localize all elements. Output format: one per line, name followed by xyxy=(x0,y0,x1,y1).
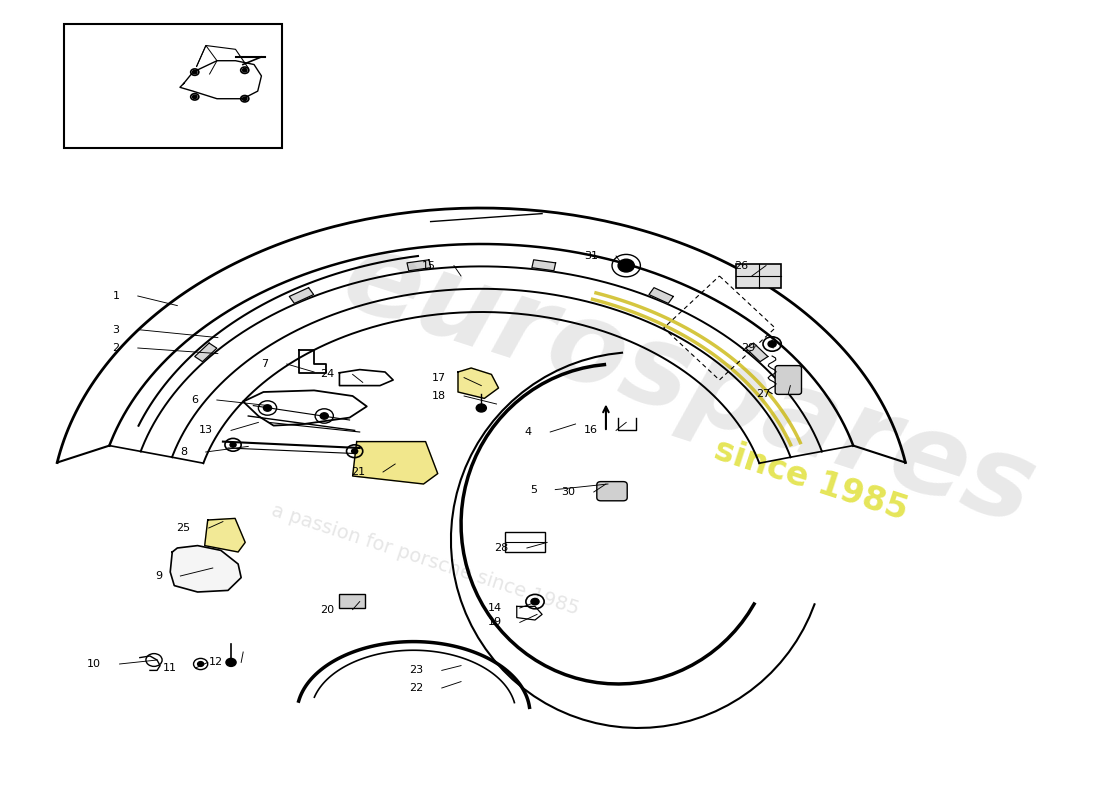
Circle shape xyxy=(242,97,248,101)
Text: 26: 26 xyxy=(734,261,748,270)
Text: 16: 16 xyxy=(584,426,597,435)
Text: 10: 10 xyxy=(87,659,101,669)
Text: 20: 20 xyxy=(320,605,334,614)
Bar xyxy=(505,532,546,552)
Circle shape xyxy=(352,449,358,454)
Text: 1: 1 xyxy=(112,291,120,301)
Text: 13: 13 xyxy=(199,426,212,435)
Text: 7: 7 xyxy=(262,359,268,369)
Circle shape xyxy=(476,404,486,412)
FancyBboxPatch shape xyxy=(776,366,802,394)
Text: 8: 8 xyxy=(180,447,187,457)
Polygon shape xyxy=(532,260,556,270)
Text: 30: 30 xyxy=(561,487,575,497)
Polygon shape xyxy=(649,288,673,303)
Text: 6: 6 xyxy=(191,395,199,405)
Circle shape xyxy=(263,405,272,411)
Polygon shape xyxy=(746,343,768,362)
Circle shape xyxy=(192,95,197,98)
Text: 15: 15 xyxy=(421,261,436,270)
Text: 25: 25 xyxy=(176,523,190,533)
Text: 17: 17 xyxy=(431,373,446,382)
Text: since 1985: since 1985 xyxy=(710,433,912,527)
Text: 27: 27 xyxy=(756,389,770,398)
Polygon shape xyxy=(353,442,438,484)
Polygon shape xyxy=(170,546,241,592)
Text: 22: 22 xyxy=(409,683,424,693)
Polygon shape xyxy=(205,518,245,552)
Text: 29: 29 xyxy=(740,343,755,353)
FancyBboxPatch shape xyxy=(736,264,781,288)
Text: 14: 14 xyxy=(487,603,502,613)
Circle shape xyxy=(192,70,197,74)
Circle shape xyxy=(768,341,777,347)
Polygon shape xyxy=(289,288,314,303)
Polygon shape xyxy=(195,343,217,362)
Polygon shape xyxy=(458,368,498,398)
Text: 2: 2 xyxy=(112,343,120,353)
Text: 21: 21 xyxy=(351,467,365,477)
Text: 19: 19 xyxy=(487,618,502,627)
Text: 31: 31 xyxy=(584,251,597,261)
Bar xyxy=(64,24,282,148)
FancyBboxPatch shape xyxy=(597,482,627,501)
Text: 3: 3 xyxy=(112,325,120,334)
Circle shape xyxy=(320,413,328,419)
Bar xyxy=(340,594,365,608)
Text: 18: 18 xyxy=(431,391,446,401)
Circle shape xyxy=(198,662,204,666)
Circle shape xyxy=(242,69,248,72)
Circle shape xyxy=(226,658,236,666)
Text: 24: 24 xyxy=(320,370,334,379)
Text: 23: 23 xyxy=(409,666,424,675)
Text: eurospares: eurospares xyxy=(330,220,1048,548)
Text: a passion for porsche since 1985: a passion for porsche since 1985 xyxy=(270,501,582,619)
Text: 11: 11 xyxy=(163,663,177,673)
Text: 28: 28 xyxy=(494,543,508,553)
Circle shape xyxy=(230,442,236,447)
Circle shape xyxy=(531,598,539,605)
Circle shape xyxy=(618,259,635,272)
Text: 4: 4 xyxy=(525,427,532,437)
Text: 9: 9 xyxy=(155,571,162,581)
Polygon shape xyxy=(407,260,431,270)
Text: 5: 5 xyxy=(530,485,537,494)
Text: 12: 12 xyxy=(209,658,223,667)
